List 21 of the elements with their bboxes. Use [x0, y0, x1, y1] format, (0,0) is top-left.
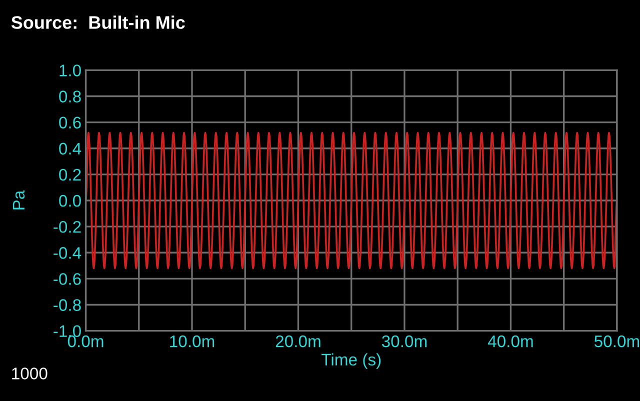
y-tick-label: -0.6 [54, 273, 81, 285]
y-tick-label: -1.0 [54, 325, 81, 338]
x-tick-label: 50.0m [594, 335, 640, 348]
x-tick-label: 10.0m [170, 335, 214, 348]
y-tick-label: 0.8 [59, 90, 81, 102]
y-tick-label: -0.8 [54, 299, 81, 311]
x-axis-title: Time (s) [322, 353, 381, 369]
y-axis-title: Pa [12, 190, 25, 210]
y-tick-label: 0.4 [59, 142, 82, 155]
x-tick-label: 30.0m [382, 335, 427, 348]
y-tick-label: -0.4 [54, 247, 82, 259]
y-tick-label: 0.2 [59, 168, 81, 181]
y-tick-label: -0.2 [54, 220, 81, 233]
x-tick-label: 40.0m [488, 335, 533, 348]
y-tick-label: 0.6 [59, 116, 81, 129]
y-tick-label: 1.0 [60, 64, 81, 76]
chart-title: Source: Built-in Mic [11, 16, 185, 29]
y-tick-label: 0.0 [59, 194, 81, 207]
x-tick-label: 20.0m [276, 335, 320, 348]
text: 1000 [12, 368, 48, 380]
x-tick-label: 0.0m [68, 335, 104, 348]
